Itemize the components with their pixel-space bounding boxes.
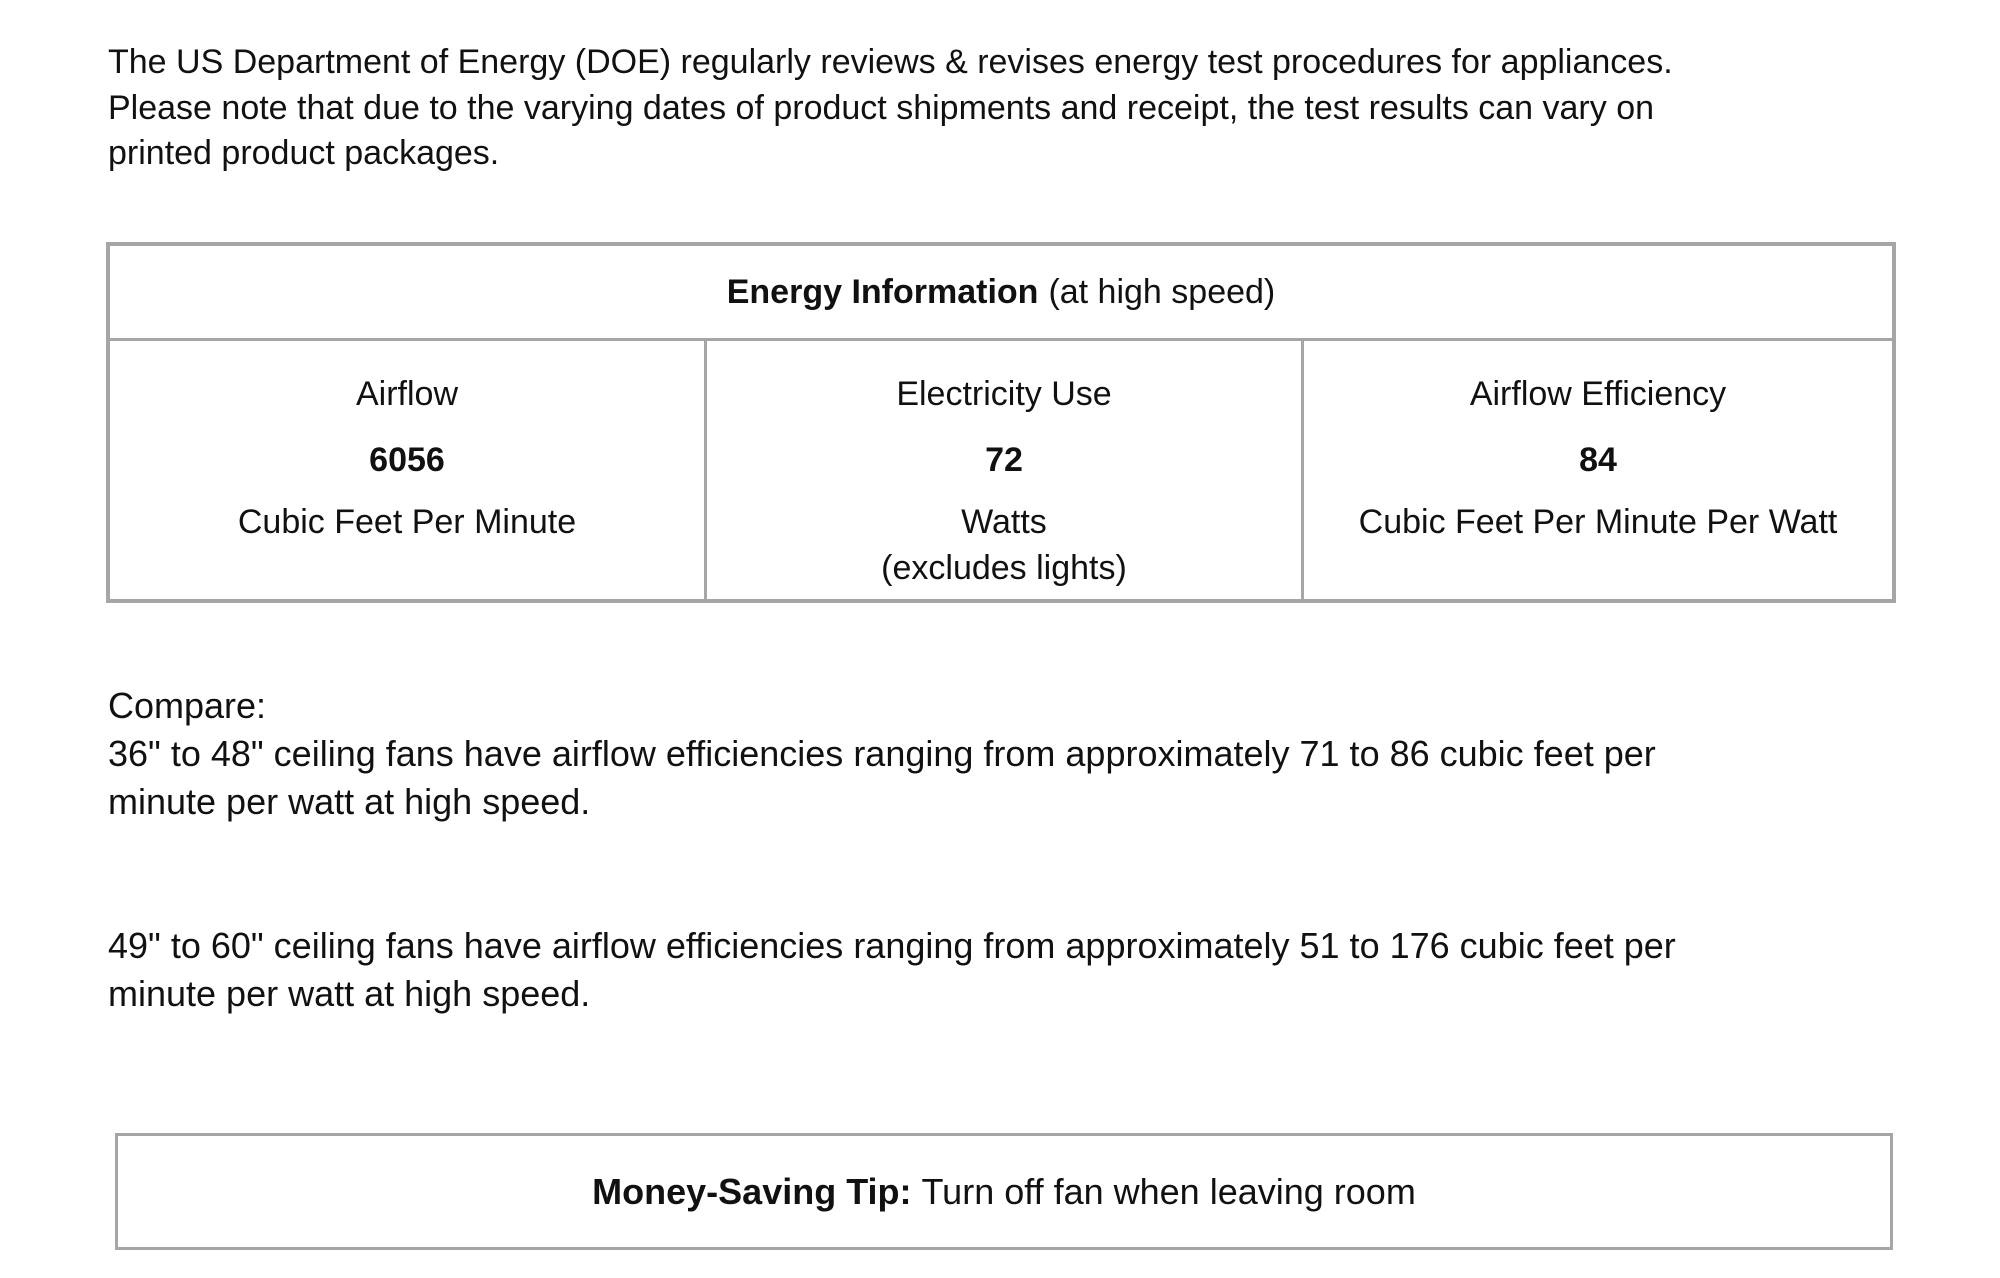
compare-item-line: minute per watt at high speed. [108, 973, 591, 1014]
cell-value: 6056 [369, 441, 445, 479]
energy-information-table: Energy Information (at high speed) Airfl… [106, 242, 1896, 603]
table-header: Energy Information (at high speed) [110, 246, 1892, 341]
table-title: Energy Information [726, 272, 1039, 311]
cell-label: Electricity Use [896, 375, 1112, 413]
tip-text: Turn off fan when leaving room [921, 1170, 1416, 1212]
cell-unit: Watts [961, 503, 1047, 541]
table-subtitle: (at high speed) [1048, 272, 1276, 311]
cell-label: Airflow Efficiency [1469, 375, 1727, 413]
intro-line: printed product packages. [108, 134, 500, 172]
electricity-use-cell: Electricity Use 72 Watts (excludes light… [707, 341, 1304, 599]
compare-item-line: minute per watt at high speed. [108, 781, 591, 822]
compare-heading: Compare: [108, 685, 267, 726]
compare-item-2: 49" to 60" ceiling fans have airflow eff… [108, 922, 1958, 1018]
cell-note: (excludes lights) [881, 549, 1127, 587]
compare-item-line: 49" to 60" ceiling fans have airflow eff… [108, 925, 1676, 966]
money-saving-tip-box: Money-Saving Tip: Turn off fan when leav… [115, 1133, 1893, 1250]
cell-value: 72 [985, 441, 1023, 479]
cell-unit: Cubic Feet Per Minute [237, 503, 577, 541]
airflow-cell: Airflow 6056 Cubic Feet Per Minute [110, 341, 707, 599]
cell-value: 84 [1579, 441, 1617, 479]
cell-label: Airflow [355, 375, 459, 413]
tip-label: Money-Saving Tip: [592, 1170, 912, 1212]
cell-unit: Cubic Feet Per Minute Per Watt [1358, 503, 1838, 541]
intro-paragraph: The US Department of Energy (DOE) regula… [108, 40, 1908, 177]
compare-section: Compare: 36" to 48" ceiling fans have ai… [108, 682, 1958, 826]
intro-line: The US Department of Energy (DOE) regula… [108, 43, 1673, 81]
airflow-efficiency-cell: Airflow Efficiency 84 Cubic Feet Per Min… [1304, 341, 1892, 599]
intro-line: Please note that due to the varying date… [108, 88, 1655, 127]
compare-item-line: 36" to 48" ceiling fans have airflow eff… [108, 733, 1656, 774]
